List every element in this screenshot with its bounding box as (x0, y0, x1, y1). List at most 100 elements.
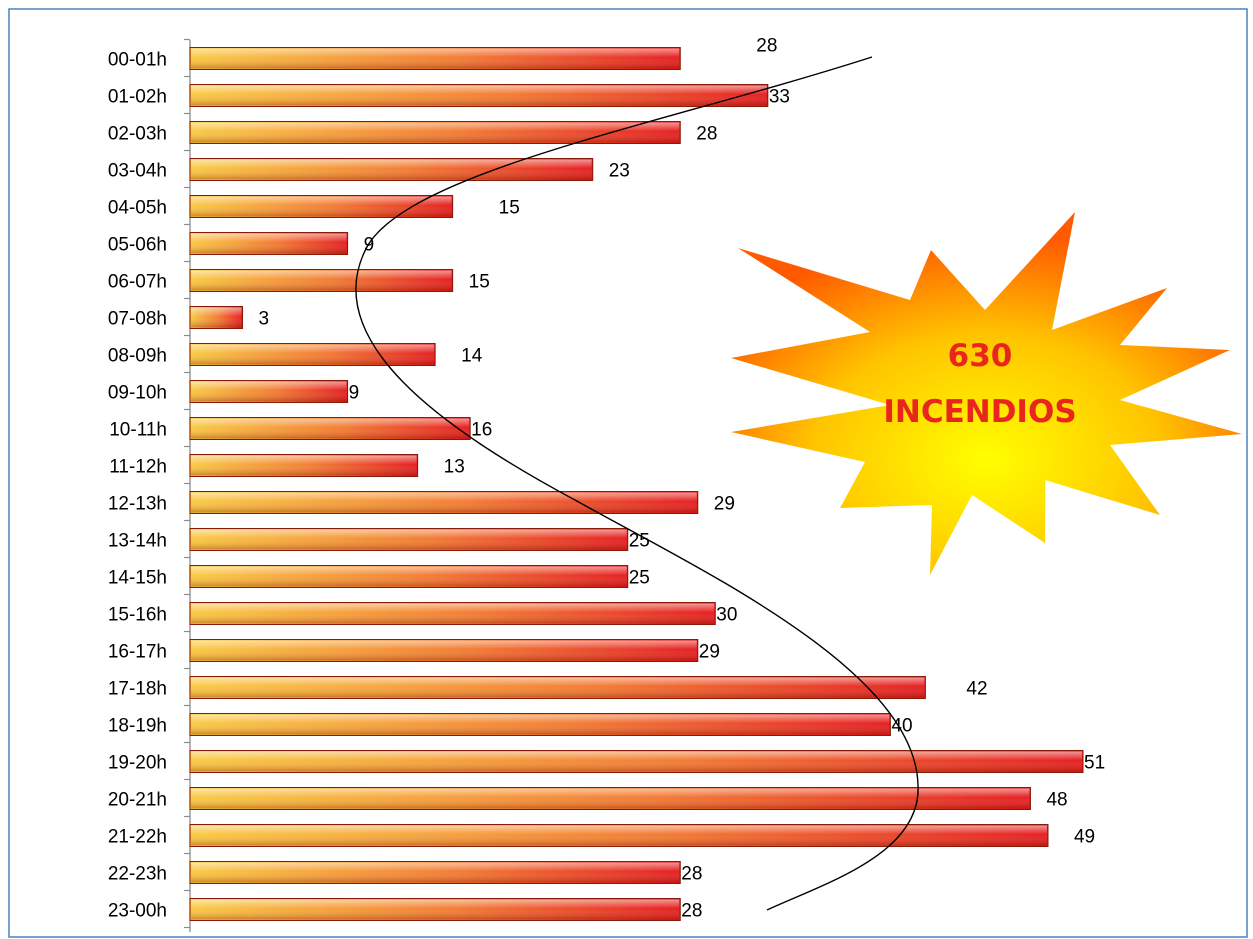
category-tick-label: 01-02h (108, 87, 167, 108)
bar-shine (191, 603, 715, 624)
bar-shine (191, 640, 697, 661)
bar-shine (191, 122, 680, 143)
bar-shine (191, 307, 242, 328)
bar-18-19h (189, 713, 891, 736)
data-label: 25 (629, 531, 650, 552)
category-tick-label: 05-06h (108, 235, 167, 256)
bar-05-06h (189, 232, 349, 255)
bar-shine (191, 270, 452, 291)
starburst-label: INCENDIOS (883, 394, 1076, 430)
category-tick-label: 08-09h (108, 346, 167, 367)
category-tick-label: 16-17h (108, 642, 167, 663)
category-tick-label: 10-11h (109, 420, 167, 441)
data-label: 9 (364, 235, 375, 256)
bar-21-22h (189, 824, 1049, 847)
bar-shine (191, 529, 627, 550)
data-label: 28 (756, 36, 777, 57)
bar-08-09h (189, 343, 436, 366)
bars (189, 47, 1084, 921)
bar-22-23h (189, 861, 681, 884)
bar-09-10h (189, 380, 349, 403)
bar-shine (191, 492, 697, 513)
bar-12-13h (189, 491, 699, 514)
data-label: 28 (681, 901, 702, 922)
bar-shine (191, 899, 680, 920)
bar-06-07h (189, 269, 454, 292)
bar-shine (191, 418, 470, 439)
data-label: 3 (259, 309, 270, 330)
data-label: 23 (609, 161, 630, 182)
data-label: 9 (349, 383, 360, 404)
bar-shine (191, 677, 925, 698)
bar-11-12h (189, 454, 419, 477)
category-tick-label: 20-21h (108, 790, 167, 811)
category-tick-label: 02-03h (108, 124, 167, 145)
category-tick-label: 13-14h (108, 531, 167, 552)
data-label: 28 (681, 864, 702, 885)
bar-shine (191, 381, 347, 402)
category-tick-label: 18-19h (108, 716, 167, 737)
category-tick-label: 07-08h (108, 309, 167, 330)
bar-20-21h (189, 787, 1031, 810)
data-label: 14 (461, 346, 483, 367)
bar-07-08h (189, 306, 244, 329)
category-tick-label: 09-10h (108, 383, 167, 404)
starburst-count: 630 (948, 338, 1013, 374)
bar-shine (191, 233, 347, 254)
total-starburst: 630 INCENDIOS (731, 212, 1242, 575)
bar-shine (191, 788, 1030, 809)
bar-16-17h (189, 639, 699, 662)
data-label: 28 (696, 124, 717, 145)
chart-border (8, 8, 1248, 938)
data-label: 30 (716, 605, 737, 626)
data-label: 48 (1046, 790, 1067, 811)
data-label: 42 (966, 679, 987, 700)
bar-17-18h (189, 676, 926, 699)
bar-shine (191, 196, 452, 217)
data-label: 29 (714, 494, 735, 515)
data-label: 33 (769, 87, 790, 108)
bar-04-05h (189, 195, 454, 218)
bar-shine (191, 48, 680, 69)
data-label: 29 (699, 642, 720, 663)
category-tick-label: 19-20h (108, 753, 167, 774)
trend-curve (355, 56, 919, 911)
tick-labels: 00-01h 01-02h 02-03h 03-04h 04-05h 05-06h 06-0… (108, 50, 167, 922)
data-label: 40 (891, 716, 912, 737)
bar-19-20h (189, 750, 1084, 773)
bar-03-04h (189, 158, 594, 181)
bar-shine (191, 566, 627, 587)
bar-shine (191, 455, 417, 476)
bar-shine (191, 862, 680, 883)
data-label: 49 (1074, 827, 1095, 848)
data-label: 25 (629, 568, 650, 589)
data-label: 15 (499, 198, 520, 219)
bar-shine (191, 85, 767, 106)
category-tick-label: 21-22h (108, 827, 167, 848)
data-label: 13 (444, 457, 465, 478)
starburst-shape (731, 212, 1242, 575)
category-tick-label: 03-04h (108, 161, 167, 182)
data-label: 51 (1084, 753, 1105, 774)
category-tick-label: 23-00h (108, 901, 167, 922)
data-label: 15 (469, 272, 490, 293)
category-tick-label: 11-12h (109, 457, 167, 478)
bar-shine (191, 825, 1047, 846)
bar-23-00h (189, 898, 681, 921)
category-tick-label: 17-18h (108, 679, 167, 700)
bar-14-15h (189, 565, 629, 588)
category-tick-label: 06-07h (108, 272, 167, 293)
bar-01-02h (189, 84, 769, 107)
bar-02-03h (189, 121, 681, 144)
bar-shine (191, 714, 890, 735)
category-tick-label: 12-13h (108, 494, 167, 515)
data-label: 16 (471, 420, 492, 441)
category-tick-label: 15-16h (108, 605, 167, 626)
category-tick-label: 14-15h (108, 568, 167, 589)
bar-13-14h (189, 528, 629, 551)
bar-15-16h (189, 602, 716, 625)
category-tick-label: 00-01h (108, 50, 167, 71)
category-tick-label: 04-05h (108, 198, 167, 219)
